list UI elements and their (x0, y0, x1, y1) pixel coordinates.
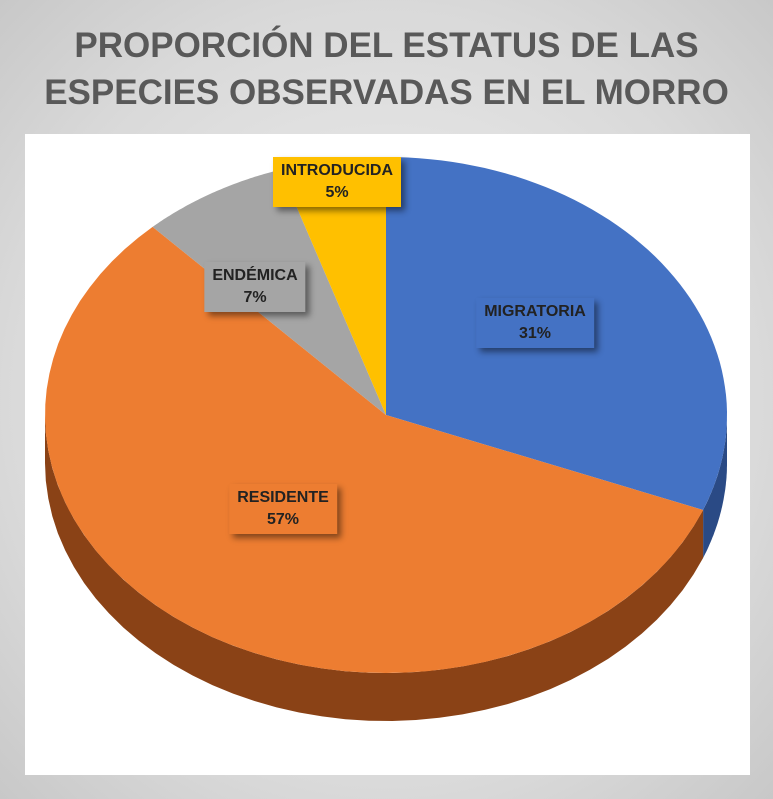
data-label-category: MIGRATORIA (484, 303, 586, 320)
chart-title-line-2: ESPECIES OBSERVADAS EN EL MORRO (44, 73, 729, 112)
chart-title-line-1: PROPORCIÓN DEL ESTATUS DE LAS (74, 26, 699, 65)
pie-side-migratoria (703, 415, 727, 558)
pie-slice-residente (45, 226, 704, 673)
data-label-percent: 57% (266, 511, 300, 528)
data-label-migratoria: MIGRATORIA 31% (476, 298, 594, 348)
chart-title: PROPORCIÓN DEL ESTATUS DE LAS ESPECIES O… (0, 22, 773, 116)
pie-slice-introducida (280, 157, 386, 415)
data-label-percent: 5% (325, 184, 349, 201)
data-label-endémica: ENDÉMICA 7% (204, 262, 306, 312)
data-label-percent: 7% (243, 289, 267, 306)
data-label-percent: 31% (518, 325, 552, 342)
data-label-category: RESIDENTE (237, 489, 329, 506)
data-label-category: INTRODUCIDA (281, 162, 393, 179)
data-label-introducida: INTRODUCIDA 5% (273, 157, 401, 207)
pie-side-residente (45, 415, 704, 721)
data-label-category: ENDÉMICA (212, 267, 298, 284)
data-label-residente: RESIDENTE 57% (229, 484, 337, 534)
